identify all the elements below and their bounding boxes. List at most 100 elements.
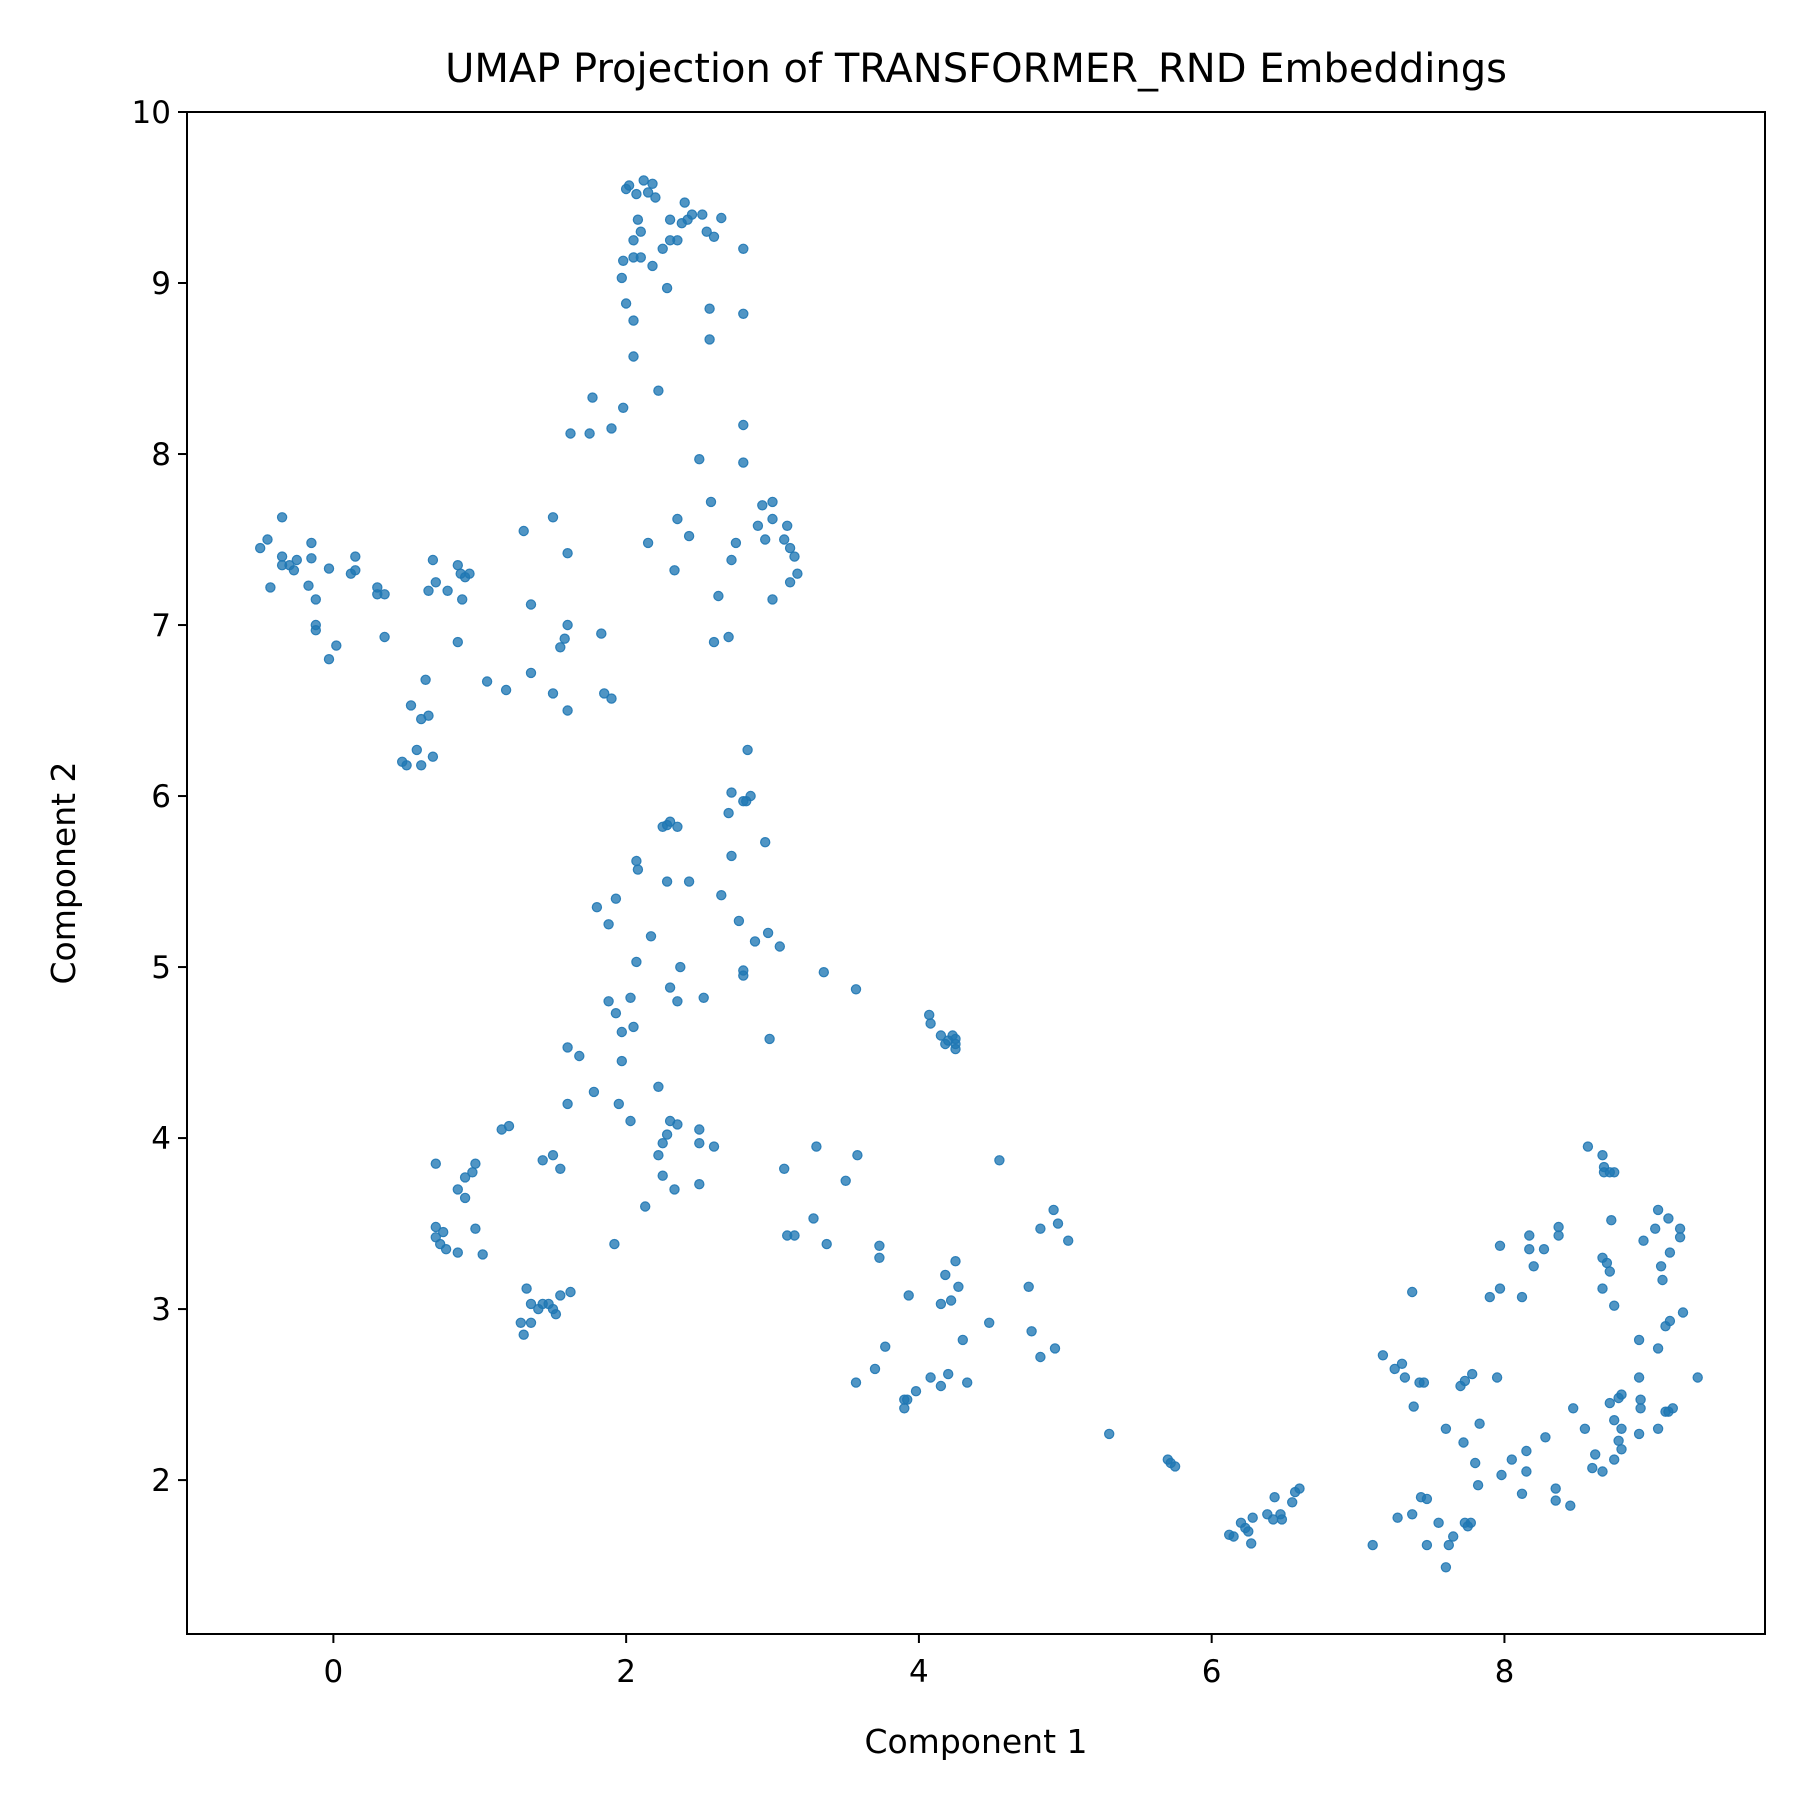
data-point (1035, 1223, 1046, 1234)
data-point (440, 1243, 452, 1255)
data-point (708, 231, 720, 242)
data-point (1597, 1283, 1608, 1294)
data-point (1474, 1418, 1485, 1429)
data-point (661, 1129, 673, 1140)
data-point (767, 496, 778, 508)
data-point (650, 192, 661, 203)
data-point (899, 1403, 910, 1414)
data-point (1677, 1307, 1689, 1318)
data-point (683, 530, 695, 542)
data-point (1649, 1223, 1661, 1234)
data-point (1469, 1457, 1481, 1469)
data-point (1443, 1539, 1455, 1551)
data-point (730, 537, 742, 549)
data-point (1462, 1521, 1474, 1532)
data-point (452, 560, 463, 571)
data-point (606, 423, 617, 434)
data-point (628, 1021, 639, 1033)
data-point (525, 599, 537, 610)
data-point (940, 1269, 951, 1281)
data-point (420, 674, 431, 686)
data-point (635, 226, 647, 237)
data-point (500, 684, 512, 696)
data-point (840, 1175, 851, 1187)
data-point (1550, 1495, 1561, 1506)
data-point (1466, 1368, 1478, 1380)
y-tick-label: 8 (151, 437, 171, 473)
data-point (1553, 1221, 1564, 1233)
data-point (632, 214, 644, 225)
data-point (1406, 1286, 1418, 1298)
data-point (760, 534, 771, 545)
data-point (1528, 1261, 1539, 1272)
data-point (1604, 1266, 1616, 1277)
data-point (574, 1050, 585, 1062)
data-point (762, 927, 774, 939)
data-point (984, 1317, 995, 1329)
data-point (1377, 1350, 1389, 1361)
data-point (477, 1249, 488, 1260)
data-point (401, 760, 412, 771)
data-point (588, 1086, 600, 1098)
data-point (610, 893, 622, 904)
data-point (628, 315, 639, 326)
y-tick-label: 7 (151, 608, 171, 644)
data-point (1538, 1243, 1550, 1255)
data-point (664, 214, 676, 225)
data-point (1582, 1141, 1594, 1152)
data-point (518, 1329, 529, 1340)
data-point (664, 982, 676, 993)
data-point (1553, 1230, 1564, 1241)
x-tick-label: 8 (1495, 1654, 1515, 1690)
data-point (675, 961, 686, 973)
data-point (1286, 1497, 1298, 1508)
data-point (562, 1042, 573, 1053)
y-tick-label: 9 (151, 266, 171, 302)
data-point (1604, 1397, 1616, 1409)
data-point (416, 713, 427, 725)
y-axis-label: Component 2 (44, 761, 83, 984)
data-point (1494, 1240, 1506, 1252)
data-point (628, 235, 639, 246)
data-point (547, 688, 559, 699)
data-point (808, 1213, 819, 1224)
data-point (723, 631, 734, 643)
data-point (596, 628, 607, 639)
data-point (323, 563, 335, 574)
data-point (1664, 1247, 1676, 1258)
data-point (521, 1283, 532, 1294)
data-point (742, 744, 753, 756)
y-tick-label: 3 (151, 1292, 171, 1328)
data-point (950, 1033, 961, 1045)
data-point (350, 565, 361, 576)
data-point (903, 1290, 914, 1301)
data-point (1408, 1401, 1419, 1412)
data-point (1633, 1428, 1645, 1440)
data-point (640, 1201, 651, 1212)
data-point (631, 188, 642, 200)
data-point (950, 1043, 961, 1055)
data-point (821, 1238, 832, 1250)
data-point (716, 890, 727, 901)
data-point (708, 1141, 720, 1152)
data-point (1484, 1291, 1496, 1303)
data-point (925, 1372, 936, 1383)
data-point (525, 667, 537, 679)
data-point (661, 282, 673, 294)
y-tick-label: 2 (151, 1463, 171, 1499)
data-point (738, 970, 749, 981)
data-point (935, 1380, 947, 1392)
data-point (565, 428, 576, 439)
data-point (850, 984, 862, 995)
data-point (1516, 1488, 1528, 1500)
data-point (442, 585, 453, 597)
data-point (705, 496, 717, 508)
data-point (1601, 1257, 1613, 1269)
data-point (559, 633, 570, 644)
data-point (704, 303, 715, 314)
data-point (503, 1120, 515, 1132)
data-point (647, 260, 658, 272)
data-point (1494, 1283, 1506, 1294)
data-point (1664, 1315, 1676, 1327)
data-point (1276, 1514, 1288, 1525)
